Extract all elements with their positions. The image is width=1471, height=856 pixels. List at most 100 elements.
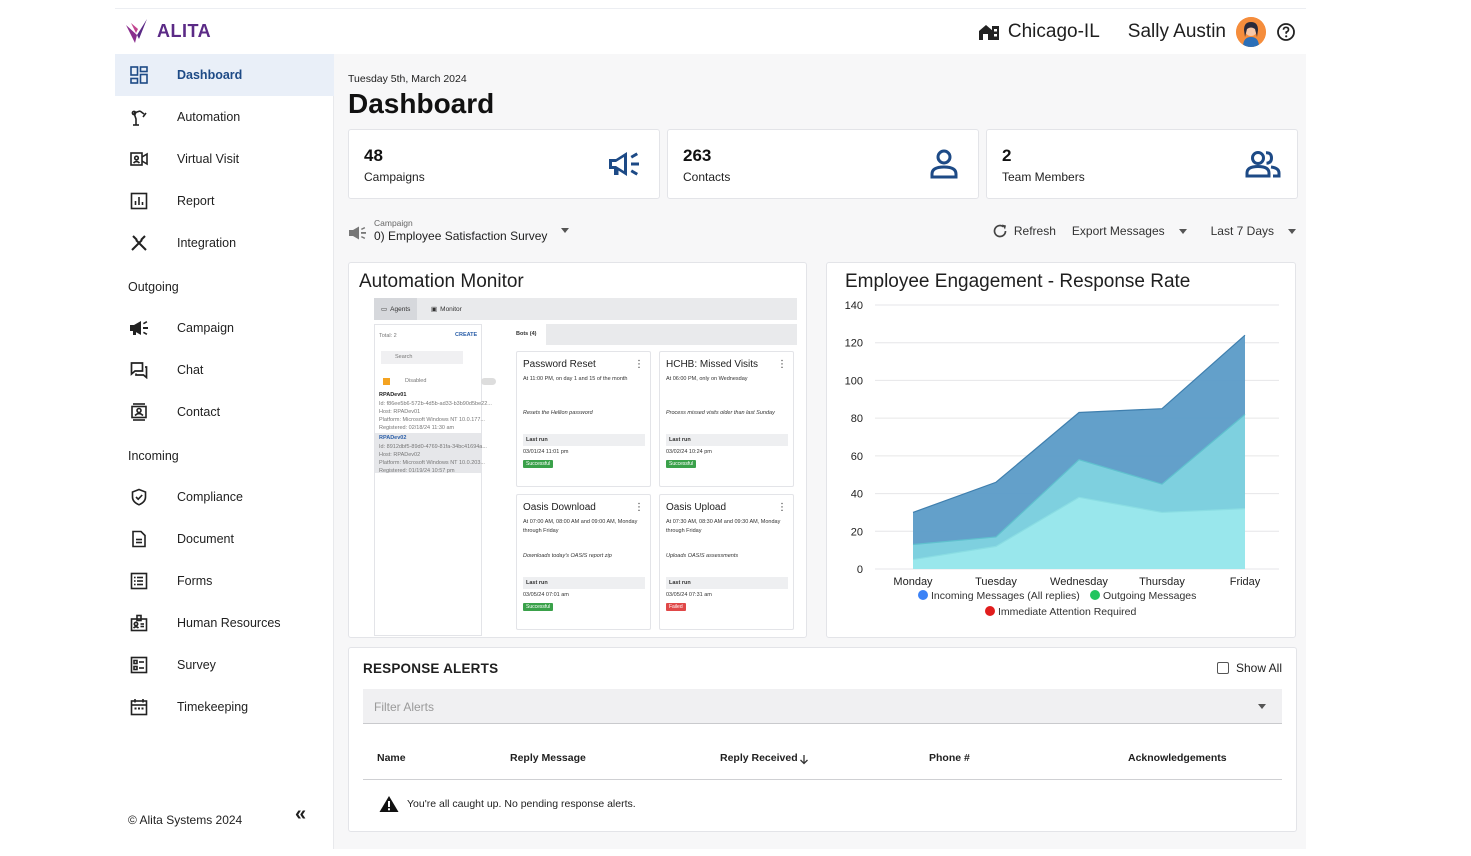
agents-total: Total: 2: [379, 333, 397, 339]
export-messages-dropdown[interactable]: Export Messages: [1072, 224, 1187, 238]
last-run-time: 03/01/24 11:01 pm: [523, 449, 569, 455]
show-all-checkbox[interactable]: Show All: [1216, 661, 1282, 675]
sort-arrow-down-icon[interactable]: [799, 754, 809, 765]
tab-agents[interactable]: ▭ Agents: [374, 298, 418, 320]
column-header-reply-message[interactable]: Reply Message: [510, 752, 586, 764]
x-tick-label: Monday: [893, 576, 933, 588]
bot-card[interactable]: Oasis Download ⋮ At 07:00 AM, 08:00 AM a…: [516, 494, 651, 630]
column-header-acknowledgements[interactable]: Acknowledgements: [1128, 752, 1227, 764]
sidebar-item-label: Integration: [177, 236, 237, 250]
sidebar-item-survey[interactable]: Survey: [115, 644, 334, 686]
sidebar-item-label: Contact: [177, 405, 221, 419]
create-agent-button[interactable]: CREATE: [455, 332, 478, 338]
sidebar-item-document[interactable]: Document: [115, 518, 334, 560]
y-tick-label: 0: [857, 564, 863, 576]
stat-label: Contacts: [683, 170, 731, 184]
empty-state: You're all caught up. No pending respons…: [379, 795, 636, 813]
sidebar-item-label: Human Resources: [177, 616, 281, 630]
chevron-down-icon: [1178, 228, 1187, 234]
filter-alerts-select[interactable]: Filter Alerts: [363, 689, 1282, 724]
sidebar-item-campaign[interactable]: Campaign: [115, 307, 334, 349]
sidebar-item-automation[interactable]: Automation: [115, 96, 334, 138]
more-vert-icon[interactable]: ⋮: [777, 502, 787, 513]
tab-bots[interactable]: Bots (4): [512, 324, 546, 345]
sidebar-item-label: Survey: [177, 658, 216, 672]
sidebar-item-integration[interactable]: Integration: [115, 222, 334, 264]
tab-label: Monitor: [440, 305, 462, 313]
agent-name[interactable]: RPADev02: [379, 435, 407, 441]
tab-monitor[interactable]: ▣ Monitor: [424, 298, 469, 320]
stat-label: Campaigns: [364, 170, 425, 184]
legend-marker: [918, 590, 928, 600]
sidebar-item-label: Report: [177, 194, 215, 208]
date-range-dropdown[interactable]: Last 7 Days: [1211, 224, 1296, 238]
help-icon[interactable]: [1276, 22, 1296, 42]
column-header-phone[interactable]: Phone #: [929, 752, 970, 764]
stat-card-contacts[interactable]: 263 Contacts: [667, 129, 979, 199]
bot-schedule: At 07:30 AM, 08:30 AM and 09:30 AM, Mond…: [666, 519, 781, 534]
stat-card-campaigns[interactable]: 48 Campaigns: [348, 129, 660, 199]
bot-card[interactable]: Password Reset ⋮ At 11:00 PM, on day 1 a…: [516, 351, 651, 487]
legend-label: Incoming Messages (All replies): [931, 590, 1080, 602]
column-header-name[interactable]: Name: [377, 752, 406, 764]
location-label: Chicago-IL: [1007, 21, 1100, 42]
filter-alerts-placeholder: Filter Alerts: [374, 700, 435, 714]
bot-card[interactable]: Oasis Upload ⋮ At 07:30 AM, 08:30 AM and…: [659, 494, 794, 630]
sidebar-item-contact[interactable]: Contact: [115, 391, 334, 433]
response-alerts-card: RESPONSE ALERTS Show All Filter Alerts N…: [348, 647, 1297, 832]
sidebar-item-timekeeping[interactable]: Timekeeping: [115, 686, 334, 728]
more-vert-icon[interactable]: ⋮: [634, 359, 644, 370]
bots-tab-bar: Bots (4): [512, 324, 797, 345]
sidebar-item-forms[interactable]: Forms: [115, 560, 334, 602]
sidebar-item-label: Automation: [177, 110, 241, 124]
agent-row-selected[interactable]: [375, 433, 481, 473]
campaign-selector[interactable]: Campaign 0) Employee Satisfaction Survey: [348, 218, 570, 243]
sidebar-item-compliance[interactable]: Compliance: [115, 476, 334, 518]
stat-card-team-members[interactable]: 2 Team Members: [986, 129, 1298, 199]
legend-marker: [1090, 590, 1100, 600]
sidebar-item-human-resources[interactable]: Human Resources: [115, 602, 334, 644]
collapse-sidebar-button[interactable]: «: [295, 803, 307, 825]
agent-name[interactable]: RPADev01: [379, 392, 407, 398]
logo[interactable]: ALITA: [123, 17, 211, 45]
agent-host: Host: RPADev01: [379, 409, 421, 415]
user-name[interactable]: Sally Austin: [1127, 21, 1226, 42]
disabled-toggle[interactable]: [481, 378, 496, 385]
warning-icon: [379, 796, 399, 812]
x-tick-label: Friday: [1230, 576, 1261, 588]
dashboard-icon: [129, 65, 149, 85]
page-title: Dashboard: [348, 88, 495, 119]
sidebar-item-virtual-visit[interactable]: Virtual Visit: [115, 138, 334, 180]
bot-name: Oasis Download: [523, 502, 596, 513]
bot-card[interactable]: HCHB: Missed Visits ⋮ At 06:00 PM, only …: [659, 351, 794, 487]
calendar-icon: [129, 697, 149, 717]
last-run-label: Last run: [666, 577, 788, 589]
bot-schedule: At 07:00 AM, 08:00 AM and 09:00 AM, Mond…: [523, 519, 638, 534]
sidebar-item-report[interactable]: Report: [115, 180, 334, 222]
sidebar-item-chat[interactable]: Chat: [115, 349, 334, 391]
bot-description: Uploads OASIS assessments: [666, 553, 739, 559]
more-vert-icon[interactable]: ⋮: [634, 502, 644, 513]
automation-monitor-card: Automation Monitor ▭ Agents ▣ Monitor To…: [348, 262, 807, 638]
refresh-button[interactable]: Refresh: [992, 223, 1056, 239]
agents-search-input[interactable]: Search: [381, 351, 463, 364]
export-label: Export Messages: [1071, 224, 1165, 238]
app-window: ALITA Chicago-IL Sally Austin: [115, 8, 1306, 849]
contact-icon: [129, 402, 149, 422]
line-series-0: [912, 334, 1246, 513]
person-icon: [930, 149, 958, 179]
bot-description: Process missed visits older than last Su…: [666, 410, 775, 416]
column-header-reply-received[interactable]: Reply Received: [720, 752, 798, 764]
y-tick-label: 20: [851, 526, 863, 538]
sidebar-item-dashboard[interactable]: Dashboard: [115, 54, 334, 96]
sidebar: Dashboard Automation Virtual Visit Repor…: [115, 54, 334, 849]
location-selector[interactable]: Chicago-IL: [978, 21, 1100, 43]
avatar[interactable]: [1236, 17, 1266, 47]
last-run-time: 03/02/24 10:24 pm: [666, 449, 712, 455]
show-all-label: Show All: [1235, 661, 1282, 675]
monitor-icon: ▣: [431, 306, 438, 313]
sidebar-item-label: Document: [177, 532, 234, 546]
bot-name: HCHB: Missed Visits: [666, 359, 759, 370]
legend-label: Immediate Attention Required: [998, 606, 1136, 618]
more-vert-icon[interactable]: ⋮: [777, 359, 787, 370]
